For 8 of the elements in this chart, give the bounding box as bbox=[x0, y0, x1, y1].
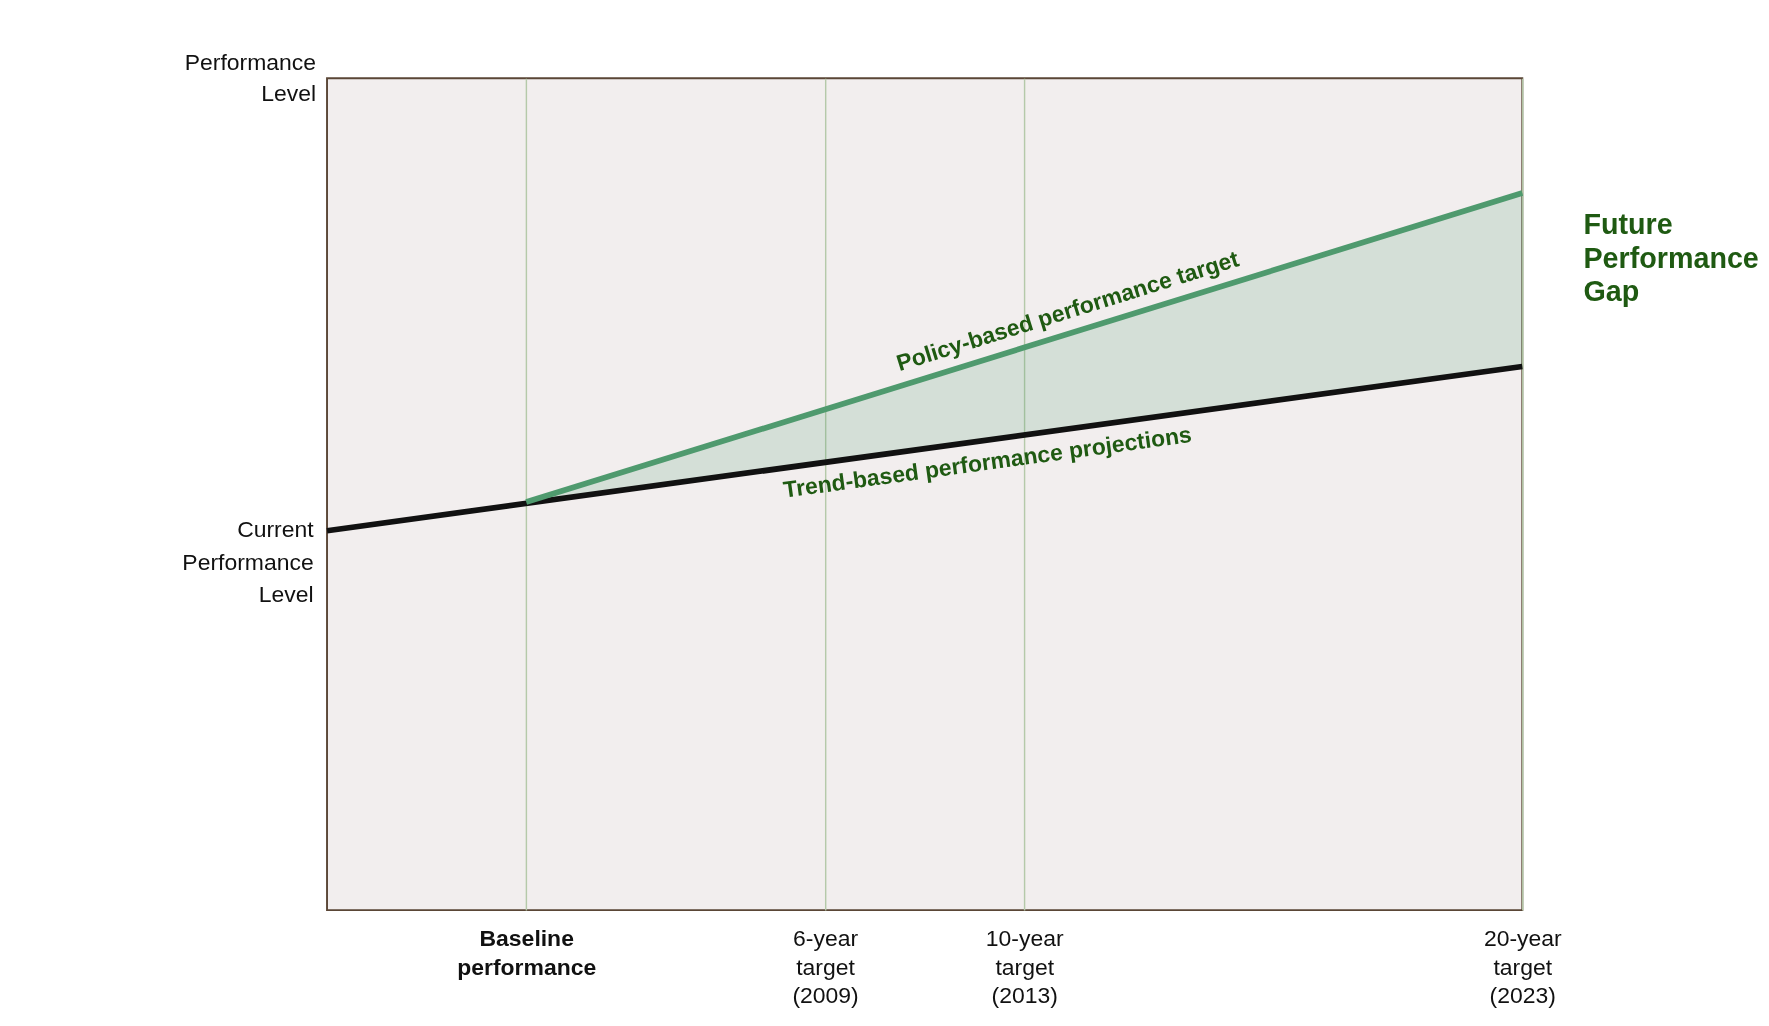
x-tick-label: 6-year target (2009) bbox=[792, 924, 859, 1009]
text: Current Performance Level bbox=[182, 516, 315, 608]
x-tick-label: 20-year target (2023) bbox=[1483, 924, 1563, 1009]
text: Trend-based performance projections bbox=[781, 420, 1194, 503]
text: Future Performance Gap bbox=[1583, 208, 1759, 308]
x-tick-label: 10-year target (2013) bbox=[985, 924, 1064, 1009]
x-tick-label: Baseline performance bbox=[457, 924, 597, 980]
y-axis-title: Performance Level bbox=[184, 49, 317, 106]
